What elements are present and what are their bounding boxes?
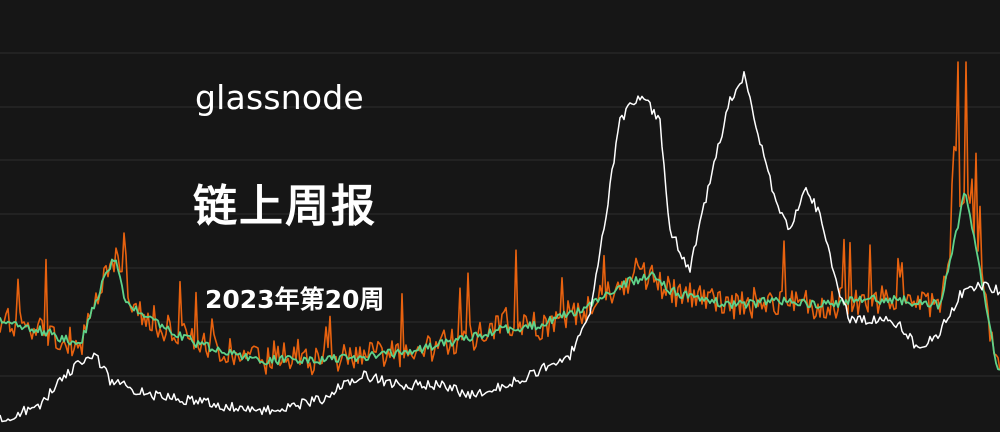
issue-label: 2023年第20周 bbox=[205, 285, 385, 314]
green-series-line bbox=[0, 192, 1000, 371]
brand-logo-text: glassnode bbox=[195, 78, 364, 117]
white-series-line bbox=[0, 71, 1000, 423]
report-title: 链上周报 bbox=[193, 181, 377, 232]
